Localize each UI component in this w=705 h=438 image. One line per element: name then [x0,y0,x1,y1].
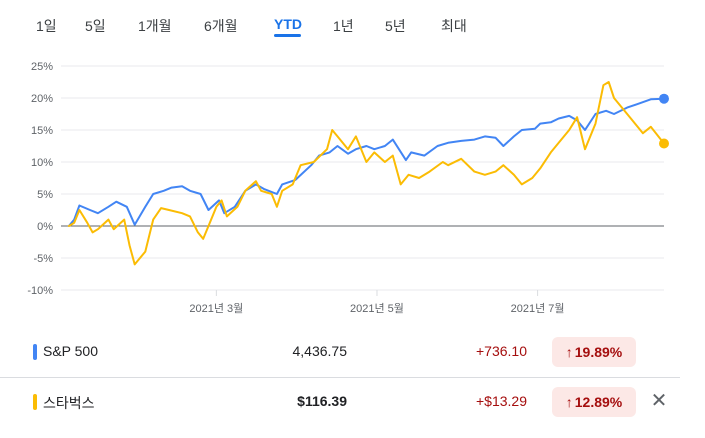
series-price: $116.39 [297,393,347,409]
series-endpoint-sp500 [659,93,669,104]
series-endpoint-starbucks [659,138,669,149]
tab-5y[interactable]: 5년 [385,18,406,34]
active-tab-indicator [274,34,301,37]
tab-6m[interactable]: 6개월 [204,18,238,34]
comparison-chart: 25% 20% 15% 10% 5% 0% -5% -10% 2021년 3월 2021년 5월… [27,61,669,315]
arrow-up-icon: ↑ [565,394,573,410]
series-name: 스타벅스 [43,395,95,411]
percent-value: 19.89% [574,344,623,360]
series-color-swatch [33,394,37,410]
chart-grid [61,65,664,291]
close-icon[interactable]: ✕ [650,390,668,412]
y-tick-label: 20% [31,93,53,105]
x-tick-label: 2021년 3월 [189,302,243,315]
series-line-starbucks [67,81,665,266]
tab-1m[interactable]: 1개월 [138,18,172,34]
series-change: +$13.29 [476,393,527,409]
legend-row-sp500[interactable]: S&P 500 4,436.75 +736.10 ↑ 19.89% [0,328,680,376]
tab-ytd[interactable]: YTD [274,16,302,32]
y-tick-label: 25% [31,61,53,73]
series-lines [67,81,669,266]
y-tick-label: 15% [31,125,53,137]
y-tick-label: 5% [37,189,53,201]
tab-max[interactable]: 최대 [441,18,467,34]
y-tick-label: 0% [37,221,53,233]
x-tick-label: 2021년 7월 [511,302,565,315]
tab-1y[interactable]: 1년 [333,18,354,34]
percent-change-badge: ↑ 12.89% [552,387,636,417]
y-tick-label: -10% [27,285,53,297]
tab-5d[interactable]: 5일 [85,18,106,34]
tab-1d[interactable]: 1일 [36,18,57,34]
y-tick-label: -5% [33,253,53,265]
arrow-up-icon: ↑ [565,344,573,360]
percent-change-badge: ↑ 19.89% [552,337,636,367]
series-name: S&P 500 [43,343,99,359]
series-change: +736.10 [476,343,527,359]
y-tick-label: 10% [31,157,53,169]
x-axis: 2021년 3월 2021년 5월 2021년 7월 [189,290,565,315]
percent-value: 12.89% [574,394,623,410]
x-tick-label: 2021년 5월 [350,302,404,315]
y-axis: 25% 20% 15% 10% 5% 0% -5% -10% [27,61,53,297]
legend-row-starbucks[interactable]: 스타벅스 $116.39 +$13.29 ↑ 12.89% ✕ [0,377,680,426]
series-price: 4,436.75 [292,343,348,359]
range-tabs: 1일 5일 1개월 6개월 YTD 1년 5년 최대 [0,0,705,44]
series-line-sp500 [67,97,665,227]
series-color-swatch [33,344,37,360]
